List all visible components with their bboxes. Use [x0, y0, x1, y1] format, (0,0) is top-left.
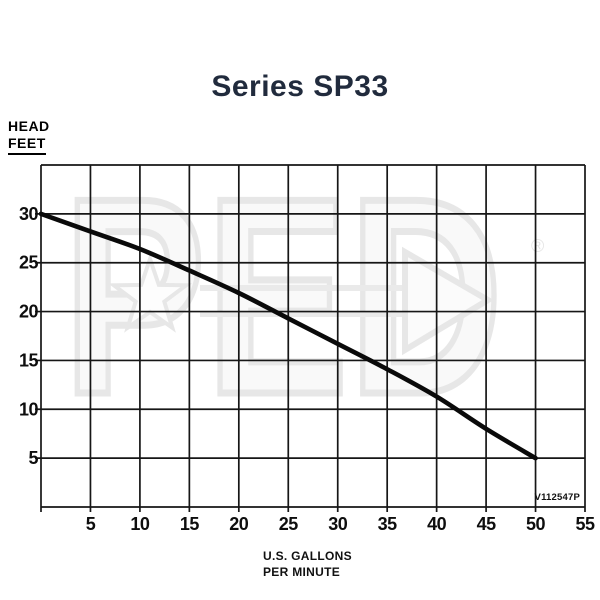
y-tick-label: 20 [19, 302, 39, 322]
x-tick-label: 35 [378, 514, 398, 534]
y-tick-label: 25 [19, 253, 39, 273]
x-tick-label: 20 [229, 514, 249, 534]
y-axis-title-line1: HEAD [8, 118, 50, 134]
x-tick-label: 5 [86, 514, 96, 534]
y-axis-title-line2: FEET [8, 135, 46, 155]
chart-title: Series SP33 [211, 70, 389, 103]
figure-code: V112547P [535, 492, 581, 503]
curve-layer [38, 211, 538, 461]
y-tick-label: 10 [19, 399, 39, 419]
x-tick-label: 25 [279, 514, 299, 534]
y-axis-title: HEAD FEET [8, 118, 50, 155]
pump-curve [38, 211, 538, 461]
x-tick-label: 55 [575, 514, 595, 534]
grid-layer [35, 164, 586, 512]
watermark-registered-icon: ® [531, 236, 544, 256]
y-tick-label: 30 [19, 204, 39, 224]
x-axis-title: U.S. GALLONS PER MINUTE [263, 548, 352, 580]
y-tick-label: 15 [19, 350, 39, 370]
x-tick-label: 45 [477, 514, 497, 534]
watermark-arrow-icon [402, 246, 494, 356]
x-tick-label: 10 [130, 514, 150, 534]
watermark-ped-logo: PED ® [60, 138, 545, 457]
x-axis-title-line2: PER MINUTE [263, 565, 341, 579]
x-axis-title-line1: U.S. GALLONS [263, 549, 352, 563]
x-tick-label: 40 [427, 514, 447, 534]
y-tick-label: 5 [28, 448, 38, 468]
x-tick-label: 50 [526, 514, 546, 534]
x-tick-label: 15 [180, 514, 200, 534]
x-tick-label: 30 [328, 514, 348, 534]
